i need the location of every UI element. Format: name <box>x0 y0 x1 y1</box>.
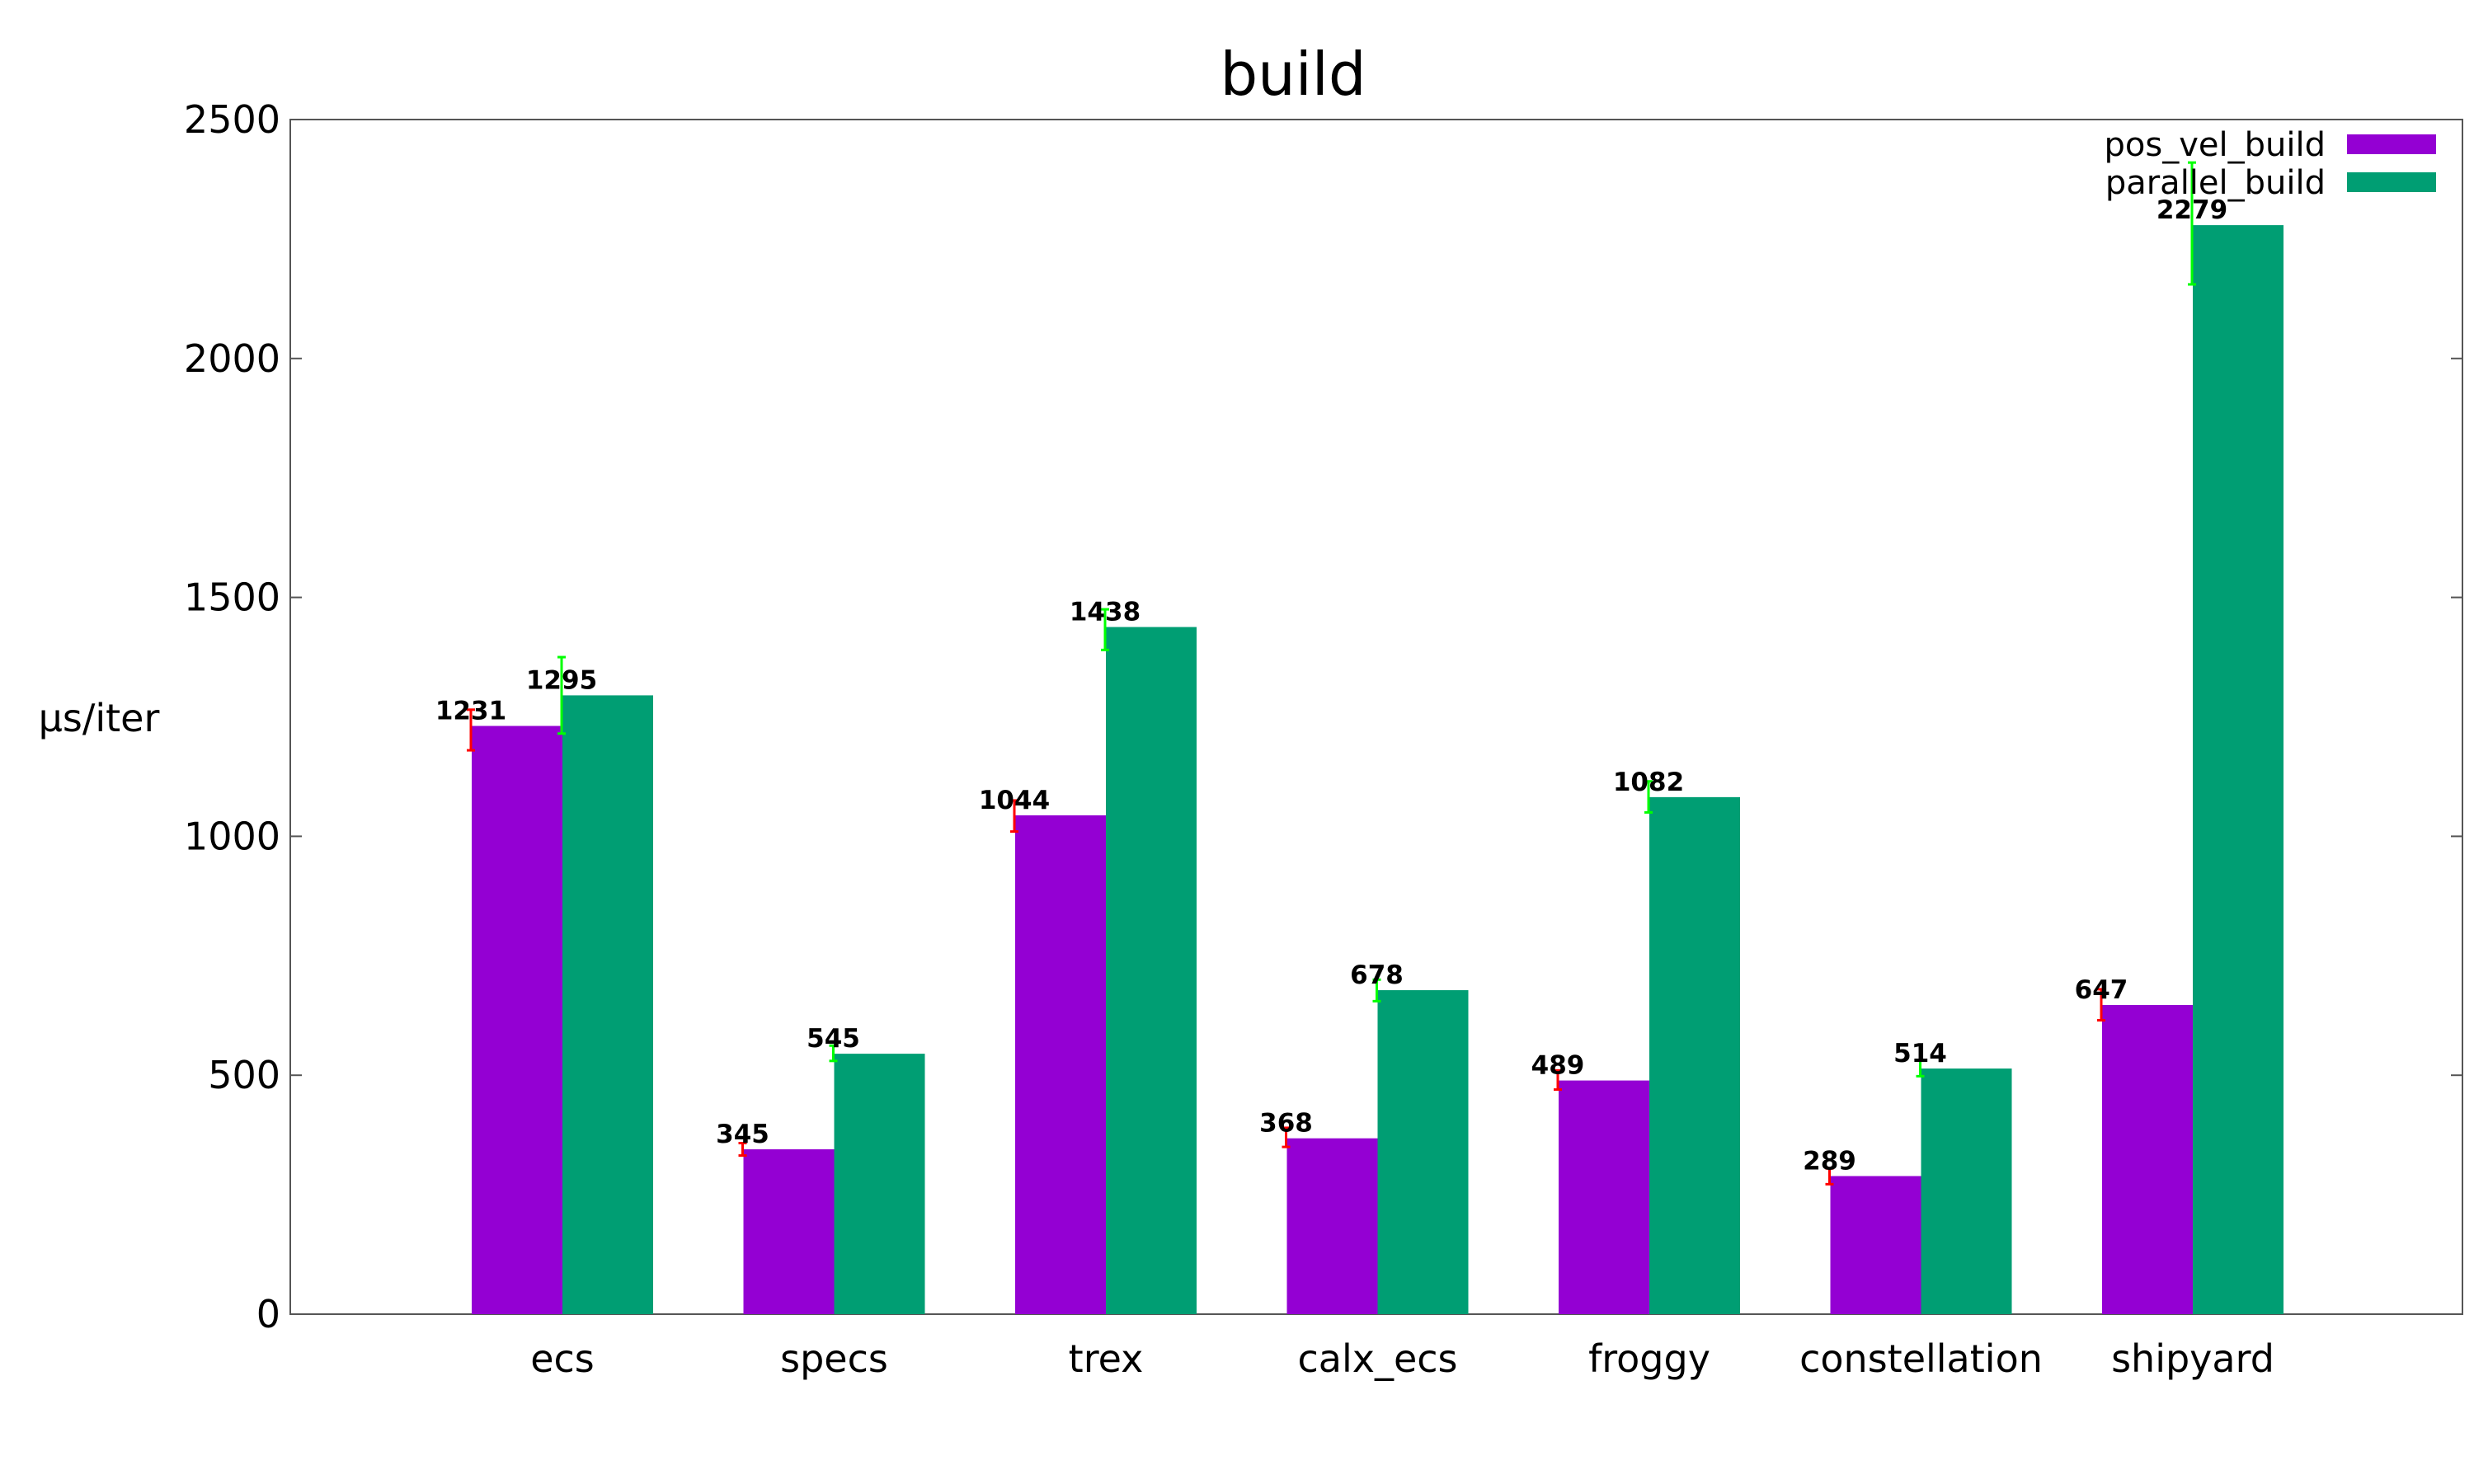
data-label: 678 <box>1350 960 1404 990</box>
x-tick-label-calx_ecs: calx_ecs <box>1297 1336 1457 1381</box>
legend-swatch <box>2347 134 2436 154</box>
x-tick-label-froggy: froggy <box>1588 1336 1710 1381</box>
data-label: 545 <box>807 1024 860 1054</box>
bar-pos_vel_build-shipyard <box>2102 1004 2193 1314</box>
bar-parallel_build-specs <box>834 1054 925 1314</box>
legend-entry-label: pos_vel_build <box>2105 126 2326 164</box>
y-tick-label: 500 <box>208 1053 280 1097</box>
y-tick-label: 2000 <box>184 336 280 381</box>
bar-pos_vel_build-constellation <box>1830 1176 1921 1314</box>
bar-pos_vel_build-ecs <box>472 726 562 1314</box>
data-label: 514 <box>1893 1039 1947 1068</box>
plot-area: 0 500 1000 1500 2000 2500 1231 1295 ecs 345 545 spe… <box>184 97 2463 1381</box>
bar-pos_vel_build-trex <box>1015 815 1106 1314</box>
bar-parallel_build-constellation <box>1921 1068 2012 1314</box>
data-label: 1295 <box>526 665 597 695</box>
x-tick-label-constellation: constellation <box>1799 1336 2043 1381</box>
x-tick-label-ecs: ecs <box>530 1336 595 1381</box>
bar-parallel_build-trex <box>1106 627 1197 1314</box>
data-label: 1231 <box>435 697 506 726</box>
y-tick-label: 1500 <box>184 575 280 620</box>
bar-pos_vel_build-specs <box>743 1149 835 1314</box>
x-tick-label-trex: trex <box>1069 1336 1144 1381</box>
y-tick-label: 0 <box>256 1292 280 1336</box>
y-axis-label: µs/iter <box>39 696 160 740</box>
legend-swatch <box>2347 172 2436 192</box>
bar-pos_vel_build-froggy <box>1559 1080 1649 1314</box>
bar-parallel_build-ecs <box>562 695 653 1314</box>
data-label: 289 <box>1803 1146 1856 1176</box>
data-label: 345 <box>716 1120 769 1149</box>
x-tick-label-shipyard: shipyard <box>2111 1336 2274 1381</box>
data-label: 2279 <box>2157 195 2227 225</box>
data-label: 1044 <box>979 786 1050 815</box>
bar-pos_vel_build-calx_ecs <box>1286 1138 1378 1314</box>
legend-entry-label: parallel_build <box>2105 164 2326 202</box>
data-label: 489 <box>1531 1051 1585 1081</box>
x-tick-label-specs: specs <box>780 1336 888 1381</box>
data-label: 1438 <box>1070 598 1141 627</box>
data-label: 647 <box>2075 975 2128 1005</box>
y-tick-label: 1000 <box>184 814 280 858</box>
bar-parallel_build-shipyard <box>2193 225 2284 1315</box>
bar-parallel_build-froggy <box>1649 796 1740 1314</box>
chart-title: build <box>1220 40 1366 109</box>
data-label: 1082 <box>1613 768 1684 797</box>
bar-parallel_build-calx_ecs <box>1377 990 1469 1314</box>
y-tick-label: 2500 <box>184 97 280 142</box>
data-label: 368 <box>1259 1109 1313 1139</box>
